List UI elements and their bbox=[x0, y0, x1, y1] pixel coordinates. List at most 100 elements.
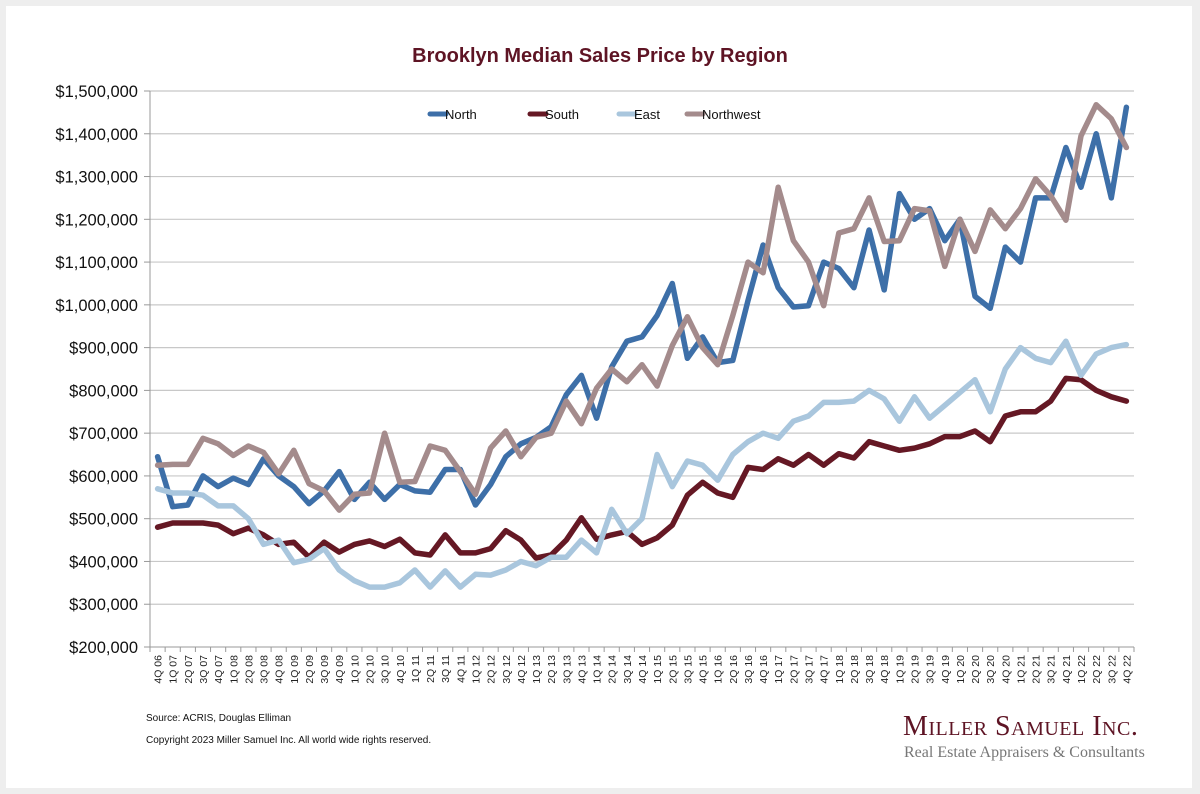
y-tick-label: $1,400,000 bbox=[55, 126, 138, 144]
x-tick-label: 1Q 11 bbox=[410, 655, 422, 683]
x-tick-label: 4Q 07 bbox=[213, 655, 225, 684]
x-tick-label: 4Q 15 bbox=[698, 655, 710, 684]
x-tick-label: 2Q 22 bbox=[1091, 655, 1103, 684]
x-tick-label: 4Q 14 bbox=[637, 655, 649, 684]
series-line-northwest bbox=[154, 101, 1130, 513]
y-tick-label: $400,000 bbox=[69, 553, 138, 571]
y-tick-label: $200,000 bbox=[69, 639, 138, 657]
y-tick-label: $300,000 bbox=[69, 596, 138, 614]
x-tick-label: 4Q 20 bbox=[1000, 655, 1012, 684]
x-tick-label: 2Q 16 bbox=[728, 655, 740, 684]
x-tick-label: 1Q 14 bbox=[592, 655, 604, 684]
x-tick-label: 3Q 08 bbox=[259, 655, 271, 684]
legend-item-northwest: Northwest bbox=[684, 107, 761, 122]
x-tick-label: 4Q 21 bbox=[1061, 655, 1073, 684]
x-tick-label: 2Q 14 bbox=[607, 655, 619, 684]
x-tick-label: 1Q 12 bbox=[470, 655, 482, 684]
x-tick-label: 2Q 10 bbox=[365, 655, 377, 684]
x-tick-label: 3Q 17 bbox=[804, 655, 816, 684]
x-tick-label: 2Q 19 bbox=[909, 655, 921, 684]
x-tick-label: 1Q 16 bbox=[713, 655, 725, 684]
x-tick-label: 4Q 09 bbox=[334, 655, 346, 684]
company-tagline: Real Estate Appraisers & Consultants bbox=[904, 744, 1145, 761]
x-tick-label: 2Q 12 bbox=[486, 655, 498, 684]
x-axis-ticks: 4Q 06 1Q 07 2Q 07 3Q 07 4Q 07 1Q 08 2Q 08 3Q 08… bbox=[153, 655, 1134, 684]
x-tick-label: 1Q 18 bbox=[834, 655, 846, 684]
x-tick-label: 4Q 10 bbox=[395, 655, 407, 684]
series-lines bbox=[154, 101, 1130, 590]
y-axis-ticks: $200,000 $300,000 $400,000 $500,000 $600,000… bbox=[55, 83, 138, 657]
x-tick-label: 4Q 08 bbox=[274, 655, 286, 684]
x-tick-label: 1Q 10 bbox=[349, 655, 361, 684]
y-tick-label: $800,000 bbox=[69, 382, 138, 400]
x-tick-label: 2Q 07 bbox=[183, 655, 195, 684]
x-tick-label: 4Q 13 bbox=[576, 655, 588, 684]
x-tick-label: 1Q 21 bbox=[1015, 655, 1027, 684]
x-tick-label: 3Q 15 bbox=[682, 655, 694, 684]
legend-label: East bbox=[634, 107, 660, 122]
x-tick-label: 3Q 07 bbox=[198, 655, 210, 684]
legend-item-south: South bbox=[527, 107, 579, 122]
x-tick-label: 2Q 15 bbox=[667, 655, 679, 684]
legend-label: South bbox=[545, 107, 579, 122]
x-tick-label: 3Q 13 bbox=[561, 655, 573, 684]
x-tick-label: 1Q 15 bbox=[652, 655, 664, 684]
x-tick-label: 4Q 17 bbox=[819, 655, 831, 684]
series-line-east bbox=[154, 338, 1130, 590]
y-tick-label: $700,000 bbox=[69, 425, 138, 443]
legend-label: North bbox=[445, 107, 477, 122]
y-tick-label: $1,100,000 bbox=[55, 254, 138, 272]
company-logo: Miller Samuel Inc. bbox=[903, 711, 1139, 742]
x-tick-label: 3Q 11 bbox=[440, 655, 452, 683]
x-tick-label: 3Q 14 bbox=[622, 655, 634, 684]
y-tick-label: $500,000 bbox=[69, 511, 138, 529]
x-tick-label: 3Q 12 bbox=[501, 655, 513, 684]
x-tick-label: 2Q 20 bbox=[970, 655, 982, 684]
legend-item-north: North bbox=[427, 107, 477, 122]
x-tick-label: 1Q 09 bbox=[289, 655, 301, 684]
y-tick-label: $600,000 bbox=[69, 468, 138, 486]
series-line-north bbox=[154, 104, 1130, 510]
x-tick-label: 4Q 19 bbox=[940, 655, 952, 684]
x-tick-label: 1Q 17 bbox=[773, 655, 785, 684]
x-tick-label: 2Q 21 bbox=[1031, 655, 1043, 684]
y-tick-label: $1,500,000 bbox=[55, 83, 138, 101]
x-tick-label: 4Q 12 bbox=[516, 655, 528, 684]
x-tick-label: 3Q 10 bbox=[380, 655, 392, 684]
y-tick-label: $900,000 bbox=[69, 340, 138, 358]
x-tick-label: 4Q 22 bbox=[1121, 655, 1133, 684]
x-tick-label: 3Q 21 bbox=[1046, 655, 1058, 684]
copyright-note: Copyright 2023 Miller Samuel Inc. All wo… bbox=[146, 735, 432, 746]
x-tick-label: 3Q 09 bbox=[319, 655, 331, 684]
series-line-south bbox=[154, 375, 1130, 561]
x-tick-label: 1Q 08 bbox=[228, 655, 240, 684]
x-tick-label: 2Q 18 bbox=[849, 655, 861, 684]
y-tick-label: $1,200,000 bbox=[55, 211, 138, 229]
x-tick-label: 4Q 18 bbox=[879, 655, 891, 684]
x-tick-label: 3Q 22 bbox=[1106, 655, 1118, 684]
legend: North South East Northwest bbox=[427, 107, 761, 122]
x-tick-label: 3Q 16 bbox=[743, 655, 755, 684]
axes bbox=[144, 90, 1135, 652]
x-tick-label: 2Q 11 bbox=[425, 655, 437, 683]
y-tick-label: $1,000,000 bbox=[55, 297, 138, 315]
y-tick-label: $1,300,000 bbox=[55, 169, 138, 187]
x-tick-label: 4Q 11 bbox=[455, 655, 467, 683]
x-tick-label: 1Q 22 bbox=[1076, 655, 1088, 684]
x-tick-label: 4Q 16 bbox=[758, 655, 770, 684]
x-tick-label: 3Q 18 bbox=[864, 655, 876, 684]
legend-label: Northwest bbox=[702, 107, 761, 122]
gridlines bbox=[150, 90, 1134, 605]
x-tick-label: 2Q 08 bbox=[243, 655, 255, 684]
x-tick-label: 1Q 07 bbox=[168, 655, 180, 684]
x-tick-label: 1Q 19 bbox=[894, 655, 906, 684]
x-tick-label: 4Q 06 bbox=[153, 655, 165, 684]
x-tick-label: 2Q 13 bbox=[546, 655, 558, 684]
x-tick-label: 3Q 19 bbox=[925, 655, 937, 684]
x-tick-label: 2Q 17 bbox=[788, 655, 800, 684]
x-tick-label: 1Q 20 bbox=[955, 655, 967, 684]
legend-item-east: East bbox=[616, 107, 660, 122]
x-tick-label: 1Q 13 bbox=[531, 655, 543, 684]
chart-title: Brooklyn Median Sales Price by Region bbox=[412, 45, 788, 67]
